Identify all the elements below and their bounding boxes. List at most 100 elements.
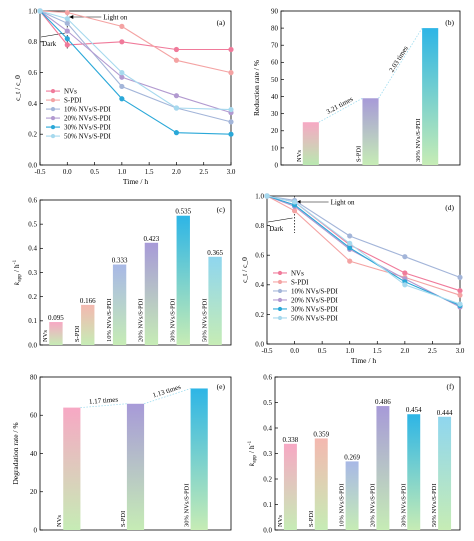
legend-swatch-marker: [50, 133, 56, 139]
data-point: [457, 292, 463, 298]
y-tick-label: 0.0: [28, 161, 37, 169]
category-label: NVs: [277, 515, 284, 527]
y-tick-label: 20: [30, 488, 38, 496]
bar: [112, 264, 127, 345]
data-label: 0.423: [144, 235, 160, 243]
category-label: 30% NVs/S-PDI: [184, 483, 191, 527]
category-label: NVs: [296, 150, 303, 162]
category-label: 30% NVs/S-PDI: [400, 483, 407, 527]
x-tick-label: -0.5: [34, 168, 46, 176]
legend-swatch-marker: [277, 279, 283, 285]
y-tick-label: 0.8: [255, 222, 264, 230]
legend-swatch-marker: [277, 270, 283, 276]
data-label: 0.095: [48, 314, 64, 322]
y-tick-label: 0.4: [255, 281, 264, 289]
legend-entry: 10% NVs/S-PDI: [291, 287, 339, 295]
y-tick-label: 10: [271, 144, 279, 152]
bar: [302, 122, 319, 165]
category-label: S-PDI: [120, 511, 127, 527]
panel-e: 0 20 40 60 80 Degradation rate / % (e) NVs S-PDI…: [11, 373, 232, 534]
light-on-arrowhead: [69, 15, 74, 19]
y-tick-label: 1.0: [28, 7, 37, 15]
bar: [407, 414, 421, 530]
data-point: [291, 208, 298, 214]
data-point: [347, 245, 353, 251]
y-tick-label: 0.5: [28, 221, 37, 229]
data-point: [64, 20, 70, 26]
legend-swatch-marker: [50, 88, 56, 94]
category-label: 50% NVs/S-PDI: [431, 483, 438, 527]
data-point: [173, 46, 180, 53]
bar: [376, 406, 390, 530]
panel-label: (c): [217, 205, 226, 214]
legend-entry: 50% NVs/S-PDI: [64, 133, 112, 141]
bar: [345, 461, 359, 530]
ratio-annotation: 1.17 times: [89, 395, 119, 405]
legend-swatch-marker: [50, 115, 56, 121]
data-point: [119, 96, 125, 102]
y-tick-label: 90: [271, 7, 279, 15]
y-tick-label: 0.2: [255, 311, 264, 319]
data-label: 0.359: [313, 430, 329, 438]
y-tick-label: 0.4: [28, 245, 37, 253]
legend-swatch-marker: [50, 106, 56, 112]
y-tick-label: 0.0: [28, 341, 37, 349]
y-axis-label: Reduction rate / %: [252, 60, 261, 116]
data-point: [119, 74, 125, 80]
y-tick-label: 50: [271, 76, 279, 84]
bar: [176, 215, 190, 345]
x-tick-label: 1.5: [373, 347, 382, 355]
data-label: 0.166: [80, 297, 96, 305]
legend-swatch-marker: [277, 306, 283, 312]
data-point: [347, 258, 353, 264]
y-tick-label: 30: [271, 110, 279, 118]
data-point: [291, 199, 298, 205]
bar: [208, 256, 222, 345]
data-point: [347, 240, 353, 246]
y-tick-label: 80: [271, 25, 279, 33]
y-tick-label: 0.6: [28, 196, 37, 204]
data-point: [228, 70, 234, 76]
y-tick-label: 0: [275, 161, 279, 169]
y-tick-label: 0.1: [263, 501, 272, 509]
category-label: 10% NVs/S-PDI: [106, 298, 113, 342]
bar: [144, 242, 159, 345]
y-tick-label: 0.2: [28, 293, 37, 301]
bar: [283, 443, 297, 530]
y-tick-label: 60: [30, 412, 38, 420]
category-label: 50% NVs/S-PDI: [201, 298, 208, 342]
dark-arrow: [41, 32, 66, 38]
dark-annotation: Dark: [269, 225, 283, 233]
legend-entry: S-PDI: [291, 278, 309, 286]
ratio-annotation: 2.03 times: [388, 44, 410, 73]
y-axis-label: kapp / h-1: [12, 260, 23, 286]
data-point: [228, 46, 234, 53]
y-tick-label: 0.5: [263, 399, 272, 407]
data-point: [64, 36, 70, 42]
data-label: 0.444: [437, 409, 453, 417]
bar: [422, 28, 439, 165]
data-point: [457, 274, 463, 280]
panel-d: 0.00.20.40.60.81.0-0.5 0.0 0.5 1.0 1.5 2.0 2.5…: [240, 192, 465, 365]
ratio-connector: [143, 388, 191, 405]
data-point: [119, 23, 125, 29]
x-tick-label: 2.5: [428, 347, 437, 355]
data-label: 0.535: [175, 208, 191, 216]
x-tick-label: 0.5: [318, 347, 327, 355]
x-tick-label: 1.5: [145, 168, 154, 176]
y-tick-label: 40: [271, 93, 279, 101]
data-point: [173, 105, 180, 111]
category-label: S-PDI: [355, 146, 362, 162]
category-label: 20% NVs/S-PDI: [369, 483, 376, 527]
x-tick-label: 3.0: [456, 347, 465, 355]
category-label: NVs: [56, 515, 63, 527]
y-tick-label: 0.4: [28, 100, 37, 108]
y-tick-label: 80: [30, 373, 38, 381]
data-point: [119, 70, 125, 76]
data-point: [347, 233, 353, 239]
panel-f: 0.0 0.1 0.2 0.3 0.4 0.5 0.6 kapp / h-1 (f) NVs 0.3…: [247, 373, 461, 534]
category-label: S-PDI: [74, 326, 81, 342]
y-tick-label: 0.8: [28, 38, 37, 46]
data-point: [64, 16, 70, 22]
